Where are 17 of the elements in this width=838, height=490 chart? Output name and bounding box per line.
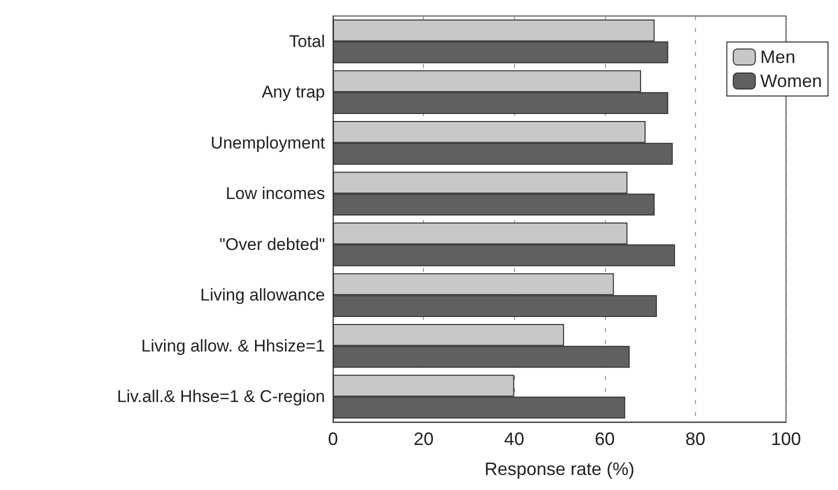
- x-tick-label: 100: [770, 429, 802, 449]
- y-tick-label: Any trap: [262, 82, 325, 102]
- legend-label: Men: [760, 47, 796, 67]
- x-tick-label: 40: [504, 429, 524, 449]
- y-tick-label: Living allowance: [200, 286, 325, 305]
- y-tick-label: Total: [289, 32, 325, 51]
- x-axis-title: Response rate (%): [484, 459, 635, 479]
- y-tick-label: "Over debted": [219, 234, 325, 254]
- y-tick-label: Low incomes: [226, 184, 325, 204]
- x-tick-label: 80: [685, 429, 706, 449]
- x-tick-label: 0: [328, 429, 338, 449]
- x-tick-label: 60: [594, 429, 615, 449]
- y-tick-label: Living allow. & Hhsize=1: [141, 336, 325, 356]
- y-tick-label: Liv.all.& Hhse=1 & C-region: [116, 387, 325, 406]
- x-tick-label: 20: [414, 429, 434, 449]
- y-tick-label: Unemployment: [210, 133, 326, 152]
- legend-label: Women: [760, 71, 822, 91]
